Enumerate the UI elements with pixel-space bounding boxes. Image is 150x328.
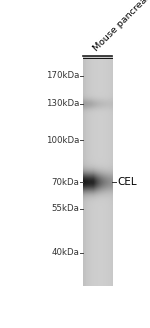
Text: 130kDa: 130kDa xyxy=(46,99,79,108)
Text: 100kDa: 100kDa xyxy=(46,136,79,145)
Text: 55kDa: 55kDa xyxy=(51,204,79,213)
Text: CEL: CEL xyxy=(118,177,137,187)
Text: Mouse pancreas: Mouse pancreas xyxy=(92,0,150,53)
Text: 70kDa: 70kDa xyxy=(51,177,79,187)
Text: 170kDa: 170kDa xyxy=(46,72,79,80)
Text: 40kDa: 40kDa xyxy=(51,248,79,257)
